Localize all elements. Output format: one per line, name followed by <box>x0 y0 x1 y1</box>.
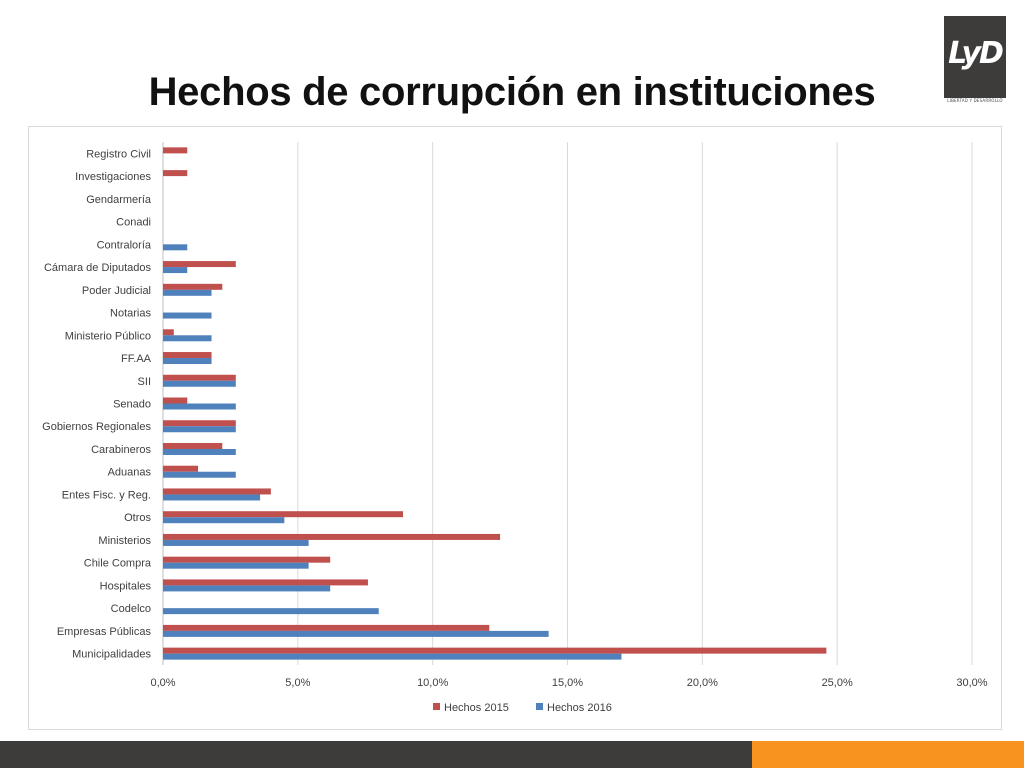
legend-entry: Hechos 2016 <box>547 702 612 714</box>
bar-2016 <box>163 539 309 546</box>
bar-2016 <box>163 426 236 433</box>
bar-2015 <box>163 329 174 336</box>
bar-2016 <box>163 358 212 365</box>
category-label: Codelco <box>111 603 151 615</box>
footer-bar-dark <box>0 741 752 768</box>
category-label: Senado <box>113 399 151 411</box>
x-tick-label: 15,0% <box>552 677 583 689</box>
bar-2016 <box>163 403 236 410</box>
bar-2015 <box>163 624 490 631</box>
category-label: Gobiernos Regionales <box>42 421 151 433</box>
bar-2015 <box>163 352 212 359</box>
category-label: Ministerios <box>98 535 151 547</box>
category-label: Gendarmería <box>86 194 152 206</box>
bar-2015 <box>163 261 236 268</box>
lyd-logo-subtext: LIBERTAD Y DESARROLLO <box>947 98 1003 103</box>
bar-2015 <box>163 170 188 177</box>
category-label: Cámara de Diputados <box>44 262 152 274</box>
legend-entry: Hechos 2015 <box>444 702 509 714</box>
category-label: Conadi <box>116 217 151 229</box>
bar-2015 <box>163 147 188 154</box>
bar-2016 <box>163 335 212 342</box>
category-label: Poder Judicial <box>82 285 151 297</box>
bar-2016 <box>163 312 212 319</box>
category-label: SII <box>138 376 151 388</box>
bar-2016 <box>163 608 379 615</box>
bar-2016 <box>163 494 261 501</box>
x-tick-label: 0,0% <box>150 677 175 689</box>
bar-2016 <box>163 244 188 251</box>
category-label: Entes Fisc. y Reg. <box>62 489 151 501</box>
category-label: Empresas Públicas <box>57 626 152 638</box>
category-label: Contraloría <box>97 239 152 251</box>
x-tick-label: 20,0% <box>687 677 718 689</box>
footer-bar-orange <box>752 741 1024 768</box>
bar-2016 <box>163 630 549 637</box>
legend-swatch-2016 <box>536 703 543 710</box>
lyd-logo-mark: LyD <box>948 36 1004 71</box>
bar-2016 <box>163 289 212 296</box>
category-label: Investigaciones <box>75 171 151 183</box>
x-tick-label: 30,0% <box>956 677 987 689</box>
category-label: Otros <box>124 512 151 524</box>
x-tick-label: 25,0% <box>822 677 853 689</box>
bar-2015 <box>163 374 236 381</box>
x-tick-label: 5,0% <box>285 677 310 689</box>
bar-2015 <box>163 556 331 563</box>
x-tick-label: 10,0% <box>417 677 448 689</box>
bar-2015 <box>163 283 223 290</box>
bar-2016 <box>163 471 236 478</box>
bar-2015 <box>163 420 236 427</box>
bar-2015 <box>163 488 271 495</box>
category-label: Ministerio Público <box>65 330 151 342</box>
category-label: Municipalidades <box>72 649 151 661</box>
bar-2016 <box>163 585 331 592</box>
bar-2016 <box>163 517 285 524</box>
category-label: Hospitales <box>100 580 152 592</box>
bar-2016 <box>163 562 309 569</box>
bar-2015 <box>163 397 188 404</box>
lyd-logo: LyD <box>944 16 1006 98</box>
bar-chart: Registro Civil Investigaciones Gendarmería… <box>42 142 988 714</box>
category-label: Registro Civil <box>86 148 151 160</box>
category-label: Chile Compra <box>84 558 152 570</box>
bar-2015 <box>163 442 223 449</box>
bar-2015 <box>163 579 368 586</box>
category-label: Carabineros <box>91 444 151 456</box>
legend-swatch-2015 <box>433 703 440 710</box>
category-label: Aduanas <box>108 467 152 479</box>
bar-2016 <box>163 380 236 387</box>
slide-title: Hechos de corrupción en instituciones <box>148 70 876 114</box>
category-label: Notarias <box>110 308 151 320</box>
bar-2015 <box>163 647 827 654</box>
category-label: FF.AA <box>121 353 152 365</box>
bar-2015 <box>163 511 404 518</box>
bar-2015 <box>163 465 199 472</box>
bar-2016 <box>163 448 236 455</box>
chart-frame: Registro Civil Investigaciones Gendarmería… <box>28 126 1002 730</box>
bar-2016 <box>163 267 188 274</box>
bar-2016 <box>163 653 622 660</box>
bar-2015 <box>163 533 501 540</box>
